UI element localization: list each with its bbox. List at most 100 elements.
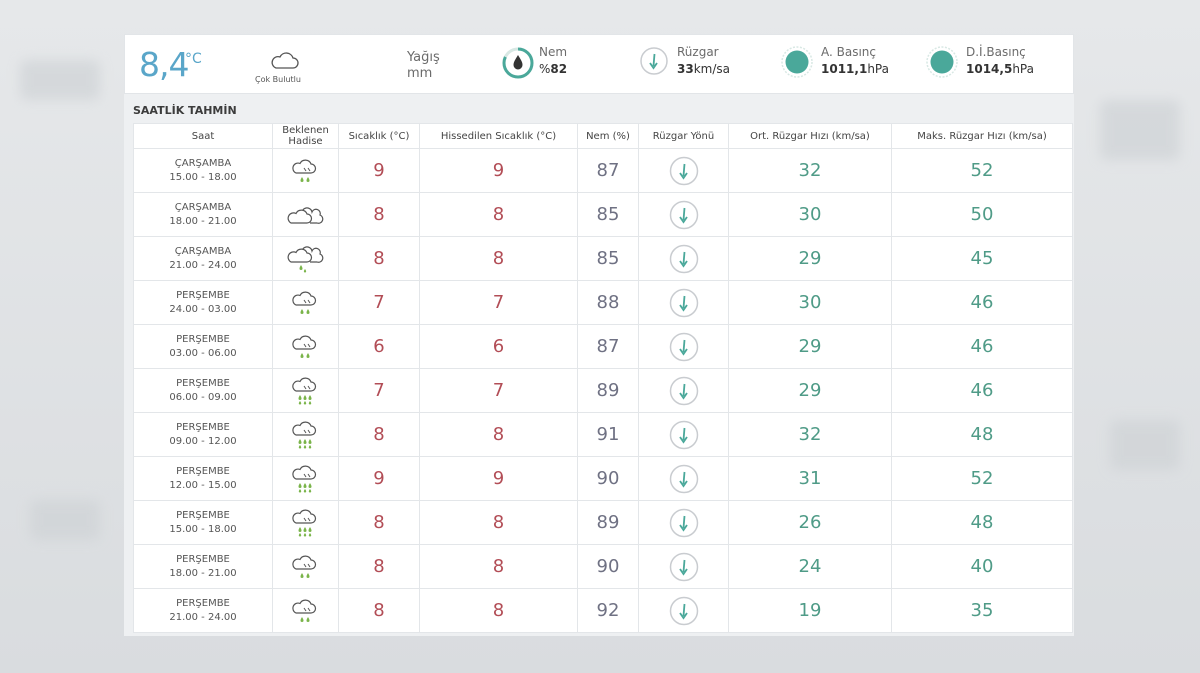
row-avg-wind: 32 — [798, 160, 822, 181]
row-day: PERŞEMBE — [176, 289, 230, 301]
background-blur — [1100, 100, 1180, 160]
row-time: 09.00 - 12.00 — [169, 435, 237, 447]
background-blur — [30, 500, 100, 540]
max-wind-cell: 46 — [891, 324, 1073, 369]
cloud-heavy-rain-icon — [273, 462, 338, 496]
table-row: PERŞEMBE 12.00 - 15.00 9 9 90 31 52 — [133, 456, 1073, 501]
row-feels: 9 — [492, 160, 505, 181]
humidity-cell: 90 — [577, 456, 639, 501]
wind-direction-icon — [639, 596, 728, 626]
row-humidity: 90 — [596, 468, 620, 489]
section-title: SAATLİK TAHMİN — [133, 104, 237, 117]
row-temp: 8 — [373, 600, 385, 621]
row-max-wind: 35 — [970, 600, 994, 621]
row-day: PERŞEMBE — [176, 509, 230, 521]
temp-cell: 8 — [338, 544, 420, 589]
hourly-forecast-table: Saat Beklenen Hadise Sıcaklık (°C) Hissed… — [133, 123, 1073, 633]
wind-direction-icon — [639, 552, 728, 582]
max-wind-cell: 52 — [891, 456, 1073, 501]
row-feels: 8 — [492, 556, 505, 577]
temp-cell: 9 — [338, 148, 420, 193]
humidity-value: %82 — [539, 62, 567, 76]
row-avg-wind: 29 — [798, 248, 822, 269]
pressure-unit: hPa — [867, 62, 889, 76]
row-humidity: 92 — [596, 600, 620, 621]
time-cell: PERŞEMBE 12.00 - 15.00 — [133, 456, 273, 501]
avg-wind-cell: 31 — [728, 456, 892, 501]
wind-label: Rüzgar — [677, 45, 719, 59]
avg-wind-cell: 29 — [728, 368, 892, 413]
wind-dir-cell — [638, 500, 729, 545]
sea-pressure-icon — [926, 46, 958, 82]
humidity-label: Nem — [539, 45, 568, 59]
header-wind-dir: Rüzgar Yönü — [638, 123, 729, 149]
feels-cell: 8 — [419, 192, 578, 237]
row-day: PERŞEMBE — [176, 465, 230, 477]
time-cell: PERŞEMBE 09.00 - 12.00 — [133, 412, 273, 457]
row-time: 18.00 - 21.00 — [169, 215, 237, 227]
row-temp: 8 — [373, 512, 385, 533]
event-cell — [272, 588, 339, 633]
row-humidity: 91 — [596, 424, 620, 445]
sea-pressure-label: D.İ.Basınç — [966, 45, 1026, 59]
temp-cell: 7 — [338, 368, 420, 413]
wind-direction-icon — [639, 244, 728, 274]
avg-wind-cell: 30 — [728, 280, 892, 325]
avg-wind-cell: 24 — [728, 544, 892, 589]
time-cell: ÇARŞAMBA 18.00 - 21.00 — [133, 192, 273, 237]
table-row: PERŞEMBE 06.00 - 09.00 7 7 89 29 46 — [133, 368, 1073, 413]
row-max-wind: 45 — [970, 248, 994, 269]
event-cell — [272, 544, 339, 589]
wind-dir-cell — [638, 280, 729, 325]
row-day: ÇARŞAMBA — [174, 201, 232, 213]
row-day: ÇARŞAMBA — [174, 157, 232, 169]
row-humidity: 85 — [596, 248, 620, 269]
wind-number: 33 — [677, 62, 694, 76]
row-humidity: 89 — [596, 380, 620, 401]
cloud-heavy-rain-icon — [273, 374, 338, 408]
row-time: 06.00 - 09.00 — [169, 391, 237, 403]
header-humidity: Nem (%) — [577, 123, 639, 149]
row-feels: 6 — [492, 336, 505, 357]
cloud-rain-icon — [273, 596, 338, 626]
avg-wind-cell: 29 — [728, 236, 892, 281]
current-conditions: 8,4 °C Çok Bulutlu Yağış mm Nem %82 — [124, 34, 1074, 94]
avg-wind-cell: 32 — [728, 412, 892, 457]
header-event: Beklenen Hadise — [272, 123, 339, 149]
wind-dir-cell — [638, 588, 729, 633]
event-cell — [272, 412, 339, 457]
temp-cell: 8 — [338, 588, 420, 633]
wind-dir-cell — [638, 324, 729, 369]
row-max-wind: 50 — [970, 204, 994, 225]
cloud-rain-icon — [273, 332, 338, 362]
row-avg-wind: 19 — [798, 600, 822, 621]
time-cell: ÇARŞAMBA 21.00 - 24.00 — [133, 236, 273, 281]
table-row: PERŞEMBE 21.00 - 24.00 8 8 92 19 35 — [133, 588, 1073, 633]
row-feels: 9 — [492, 468, 505, 489]
wind-direction-icon — [639, 46, 669, 80]
humidity-cell: 92 — [577, 588, 639, 633]
row-max-wind: 46 — [970, 292, 994, 313]
rain-label: Yağış — [407, 50, 440, 65]
table-row: PERŞEMBE 03.00 - 06.00 6 6 87 29 46 — [133, 324, 1073, 369]
event-cell — [272, 500, 339, 545]
row-avg-wind: 24 — [798, 556, 822, 577]
wind-dir-cell — [638, 368, 729, 413]
row-humidity: 90 — [596, 556, 620, 577]
feels-cell: 8 — [419, 500, 578, 545]
wind-dir-cell — [638, 456, 729, 501]
header-time: Saat — [133, 123, 273, 149]
row-humidity: 88 — [596, 292, 620, 313]
humidity-cell: 91 — [577, 412, 639, 457]
row-humidity: 87 — [596, 160, 620, 181]
table-row: ÇARŞAMBA 21.00 - 24.00 8 8 85 29 45 — [133, 236, 1073, 281]
wind-direction-icon — [639, 288, 728, 318]
feels-cell: 9 — [419, 148, 578, 193]
wind-value: 33km/sa — [677, 62, 730, 76]
feels-cell: 8 — [419, 588, 578, 633]
row-humidity: 89 — [596, 512, 620, 533]
row-temp: 7 — [373, 292, 385, 313]
max-wind-cell: 48 — [891, 500, 1073, 545]
max-wind-cell: 52 — [891, 148, 1073, 193]
row-humidity: 85 — [596, 204, 620, 225]
